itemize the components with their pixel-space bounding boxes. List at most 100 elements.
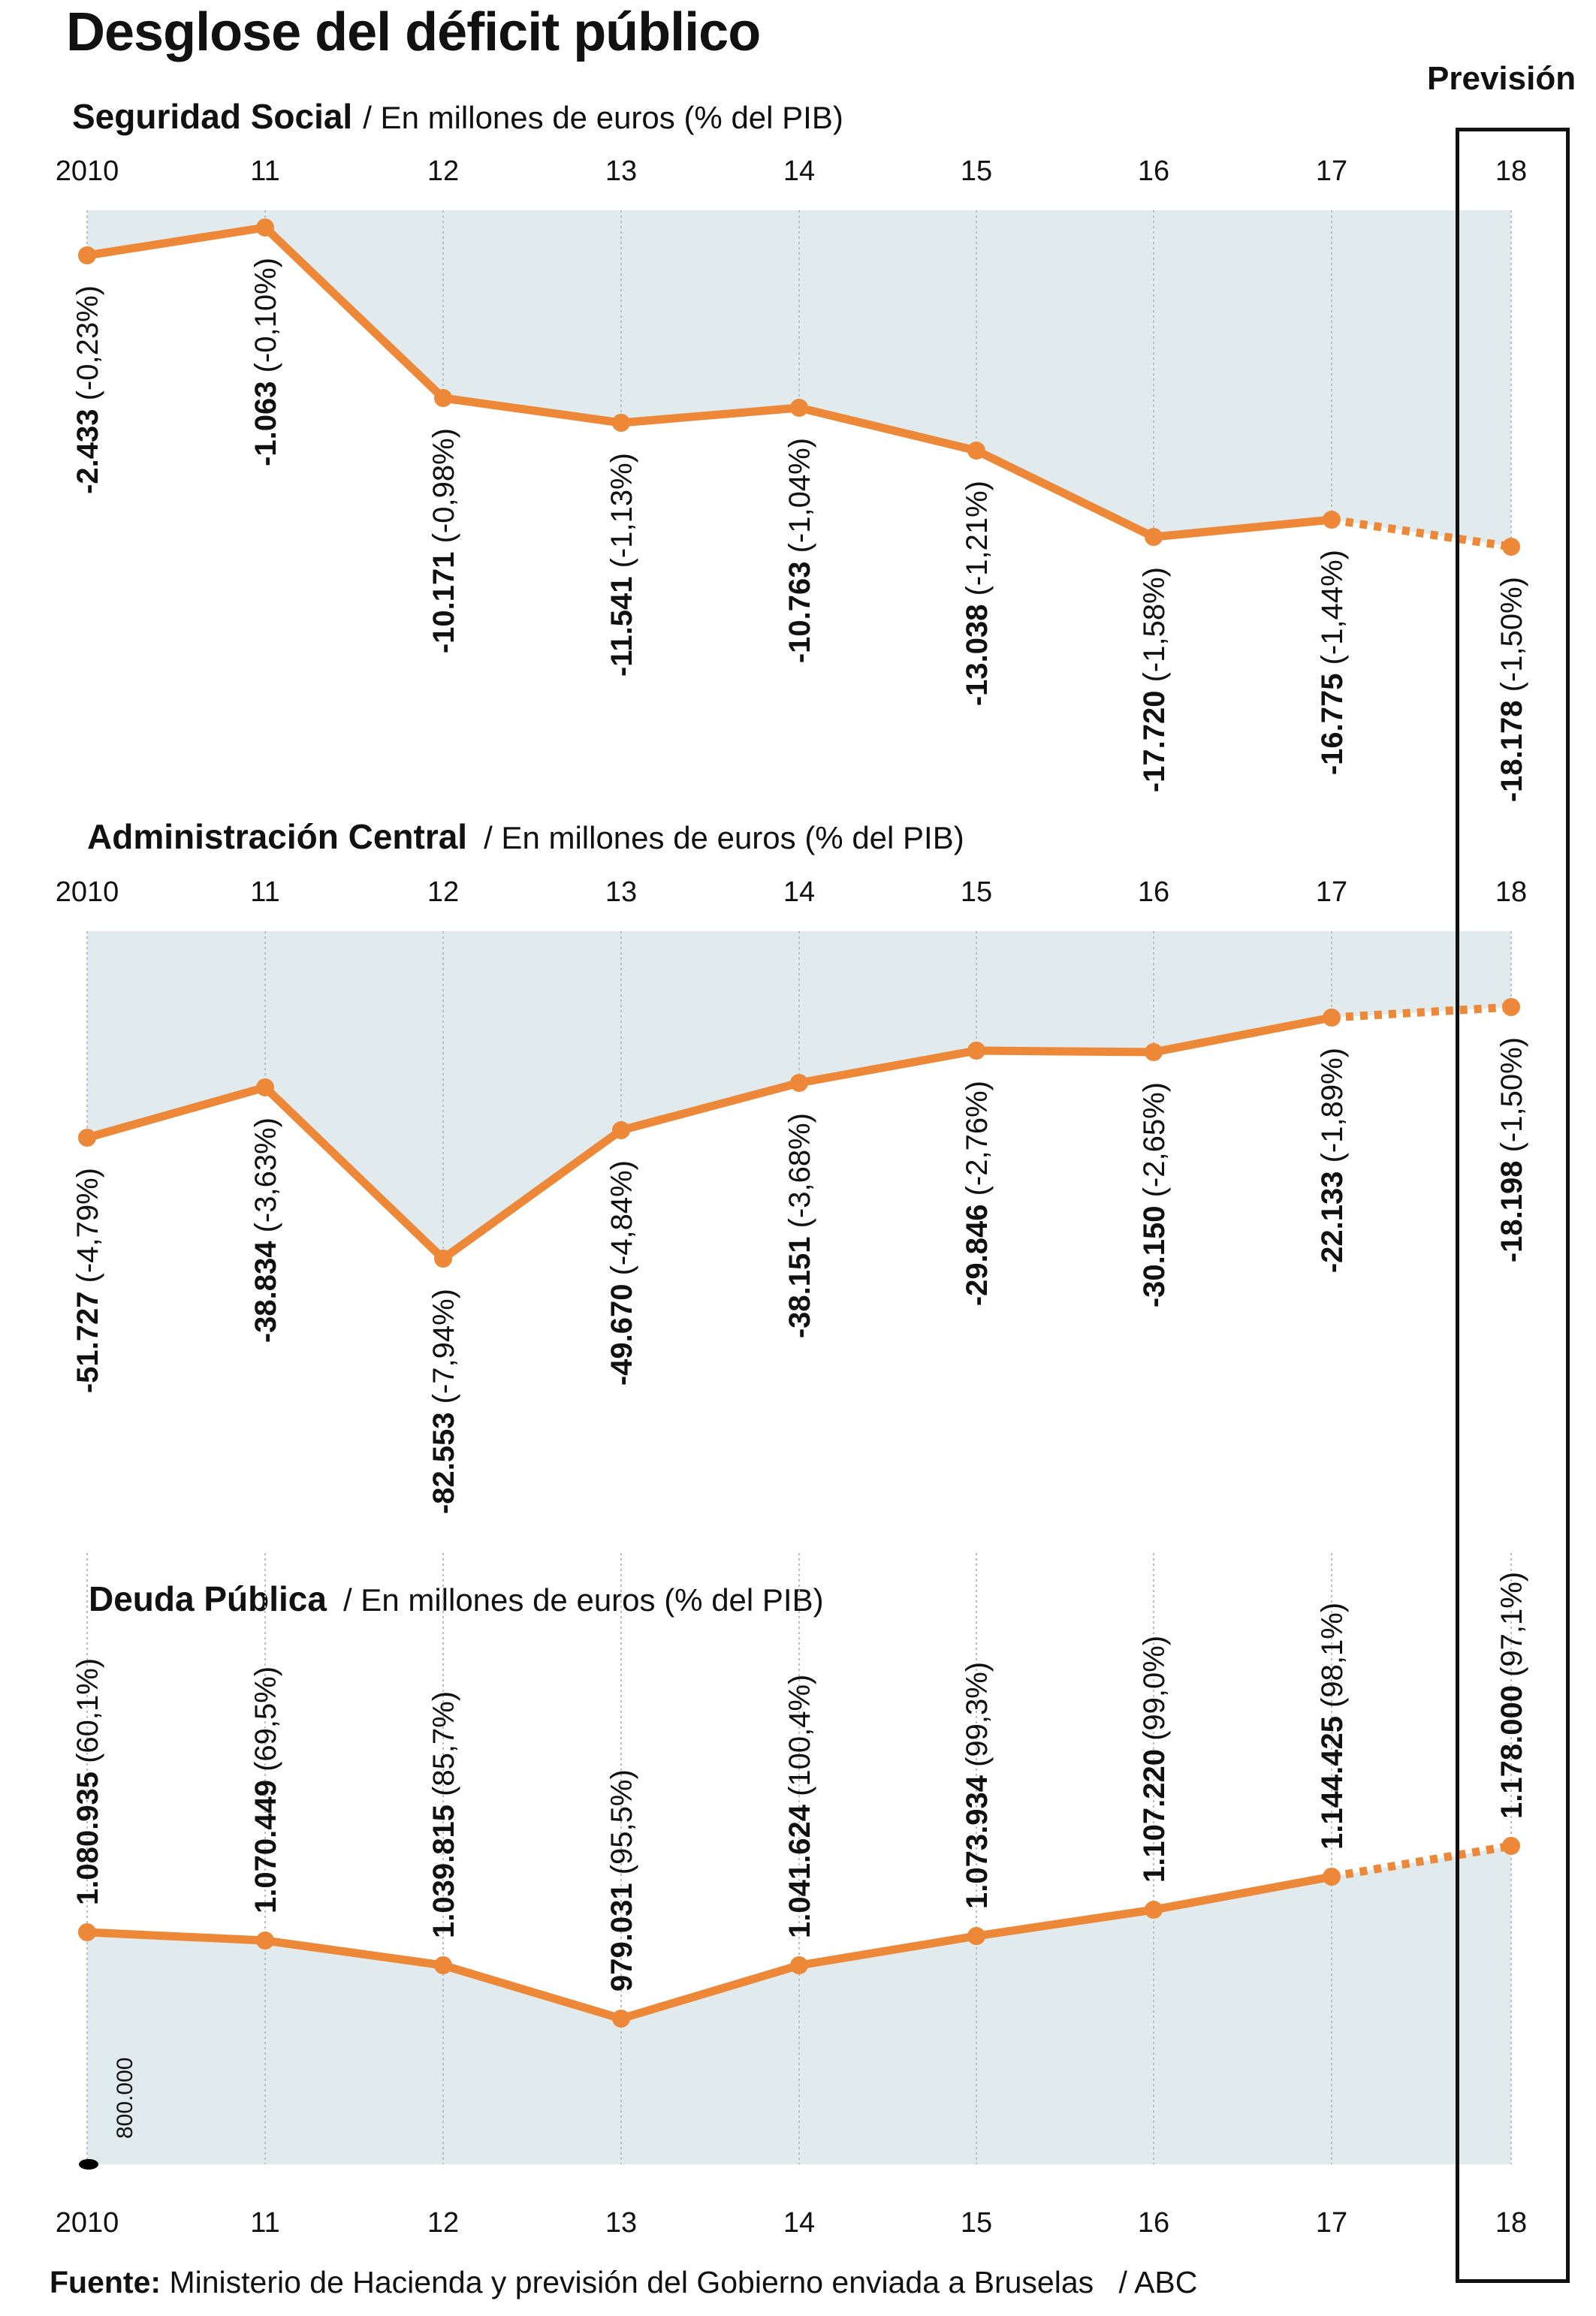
data-point: [612, 1121, 630, 1139]
x-tick-label: 17: [1316, 155, 1347, 187]
x-tick-label: 17: [1316, 876, 1347, 908]
baseline-label: 800.000: [113, 2058, 137, 2139]
data-point: [790, 1074, 808, 1092]
x-tick-label: 15: [961, 2207, 992, 2239]
data-point: [434, 1956, 452, 1974]
data-label: 1.080.935 (60,1%): [71, 1658, 104, 1905]
page-title: Desglose del déficit público: [66, 2, 761, 62]
series-line-forecast: [1331, 515, 1512, 551]
x-tick-label: 18: [1495, 2207, 1527, 2239]
data-label: -51.727 (-4,79%): [71, 1168, 104, 1393]
data-point: [434, 1250, 452, 1268]
series-line: [83, 1872, 1336, 2023]
x-tick-label: 11: [250, 876, 279, 908]
x-tick-label: 11: [250, 2207, 279, 2239]
data-point: [256, 1932, 274, 1950]
data-point: [256, 219, 274, 237]
data-label: 1.107.220 (99,0%): [1138, 1636, 1171, 1883]
source-label: Fuente:: [50, 2265, 161, 2299]
data-point: [78, 1923, 96, 1941]
data-point: [790, 399, 808, 417]
data-point: [967, 442, 985, 460]
data-point: [790, 1956, 808, 1974]
x-tick-label: 14: [783, 876, 815, 908]
data-point: [1145, 528, 1163, 546]
data-point: [1145, 1043, 1163, 1061]
data-point: [1323, 1868, 1341, 1886]
forecast-label: Previsión: [1427, 60, 1576, 97]
data-label: 1.039.815 (85,7%): [427, 1691, 460, 1938]
x-tick-label: 18: [1495, 155, 1527, 187]
source-credit: / ABC: [1118, 2265, 1198, 2299]
data-label: -82.553 (-7,94%): [427, 1289, 460, 1514]
x-tick-label: 11: [250, 155, 279, 187]
source-text: Ministerio de Hacienda y previsión del G…: [169, 2265, 1094, 2299]
chart-panel-central-admin: 2010 11 12 13 14 15 16 17 18 -51.727 (-4,79%) -38.…: [56, 876, 1528, 1514]
section-title-central-admin: Administración Central / En millones de e…: [87, 816, 964, 857]
data-point: [612, 2010, 630, 2028]
data-point: [1502, 998, 1520, 1016]
data-label: -17.720 (-1,58%): [1138, 567, 1171, 792]
x-tick-label: 16: [1138, 2207, 1169, 2239]
x-tick-label: 2010: [56, 876, 119, 908]
chart-panel-public-debt: 2010 11 12 13 14 15 16 17 18 1.080.935 (60,1%) 1.0…: [56, 1553, 1528, 2239]
data-label: 1.178.000 (97,1%): [1495, 1572, 1528, 1819]
x-tick-label: 17: [1316, 2207, 1347, 2239]
source-note: Fuente: Ministerio de Hacienda y previsi…: [50, 2265, 1197, 2300]
data-label: -1.063 (-0,10%): [249, 258, 282, 466]
x-tick-label: 12: [427, 2207, 459, 2239]
data-point: [78, 1129, 96, 1147]
x-tick-label: 2010: [56, 155, 119, 187]
x-tick-label: 18: [1495, 876, 1527, 908]
data-label: -49.670 (-4,84%): [605, 1160, 638, 1386]
x-tick-label: 16: [1138, 155, 1169, 187]
section-units: / En millones de euros (% del PIB): [484, 820, 964, 855]
data-label: -10.763 (-1,04%): [783, 438, 816, 663]
x-tick-label: 13: [605, 2207, 637, 2239]
data-point: [1502, 538, 1520, 556]
section-title-social-security: Seguridad Social / En millones de euros (…: [72, 96, 843, 137]
data-point: [967, 1927, 985, 1945]
series-line: [83, 1013, 1336, 1263]
data-point: [434, 389, 452, 407]
x-tick-label: 12: [427, 155, 459, 187]
data-point: [78, 246, 96, 264]
data-label: -30.150 (-2,65%): [1138, 1082, 1171, 1307]
x-tick-label: 16: [1138, 876, 1169, 908]
section-units: / En millones de euros (% del PIB): [342, 1582, 824, 1618]
x-tick-label: 15: [961, 155, 992, 187]
data-label: -18.178 (-1,50%): [1495, 577, 1528, 802]
data-label: 1.073.934 (99,3%): [961, 1662, 994, 1909]
data-point: [1502, 1837, 1520, 1855]
x-tick-label: 13: [605, 155, 637, 187]
data-label: -10.171 (-0,98%): [427, 428, 460, 653]
area-fill: [87, 931, 1511, 1259]
data-label: -2.433 (-0,23%): [71, 285, 104, 494]
data-label: -16.775 (-1,44%): [1316, 550, 1349, 775]
data-label: -11.541 (-1,13%): [605, 453, 638, 677]
section-title-text: Deuda Pública: [89, 1579, 327, 1618]
data-point: [1145, 1901, 1163, 1919]
data-label: 1.041.624 (100,4%): [783, 1675, 816, 1938]
x-tick-label: 12: [427, 876, 459, 908]
series-line-forecast: [1331, 1841, 1512, 1881]
section-title-text: Administración Central: [87, 817, 468, 856]
data-label: -38.834 (-3,63%): [249, 1117, 282, 1343]
x-tick-label: 15: [961, 876, 992, 908]
data-label: 1.070.449 (69,5%): [249, 1666, 282, 1913]
section-title-text: Seguridad Social: [72, 97, 353, 136]
series-line: [83, 223, 1336, 541]
data-point: [967, 1042, 985, 1060]
chart-panel-social-security: 2010 11 12 13 14 15 16 17 18 -2.433 (-0,23%) -1.06…: [56, 155, 1528, 802]
x-tick-label: 14: [783, 2207, 815, 2239]
data-label: -29.846 (-2,76%): [961, 1081, 994, 1306]
data-point: [612, 414, 630, 432]
data-point: [1323, 511, 1341, 529]
section-title-public-debt: Deuda Pública / En millones de euros (% d…: [89, 1579, 824, 1619]
data-label: -18.198 (-1,50%): [1495, 1037, 1528, 1262]
series-line-forecast: [1331, 1003, 1512, 1022]
data-point: [256, 1078, 274, 1096]
x-tick-label: 13: [605, 876, 637, 908]
forecast-box: [1456, 128, 1570, 2283]
